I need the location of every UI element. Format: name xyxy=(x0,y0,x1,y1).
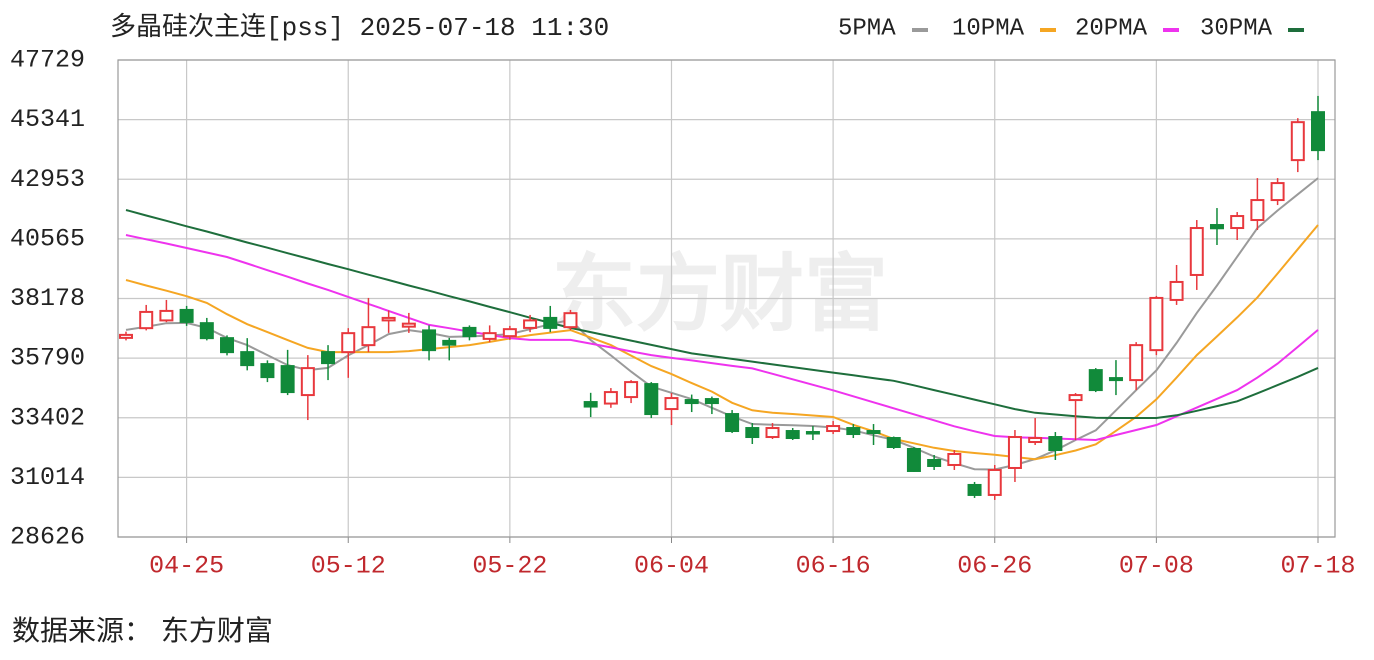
candle-body xyxy=(826,425,841,433)
candle-body xyxy=(785,430,800,440)
candle-body xyxy=(341,332,356,354)
source-note: 数据来源： 东方财富 xyxy=(12,614,273,647)
candle-body xyxy=(664,397,679,411)
y-tick-label: 42953 xyxy=(10,165,85,194)
candle-body xyxy=(381,316,396,322)
candle-body xyxy=(805,431,820,435)
ma-line xyxy=(125,177,1319,471)
candle-body xyxy=(684,399,699,405)
candle-body xyxy=(866,430,881,435)
candle-body xyxy=(967,483,982,496)
legend-label: 5PMA xyxy=(838,15,896,42)
candle-body xyxy=(361,326,376,347)
legend-label: 20PMA xyxy=(1075,15,1148,42)
candle-body xyxy=(462,326,477,338)
candle-body xyxy=(321,351,336,365)
x-tick-label: 05-22 xyxy=(472,552,547,581)
x-tick-label: 07-08 xyxy=(1119,552,1194,581)
ma-line xyxy=(125,209,1319,419)
candle-body xyxy=(1189,227,1204,276)
legend-label: 10PMA xyxy=(952,15,1025,42)
candle-body xyxy=(220,337,235,354)
x-tick-label: 06-16 xyxy=(796,552,871,581)
candle-body xyxy=(300,367,315,397)
x-tick-label: 06-04 xyxy=(634,552,709,581)
candle-body xyxy=(563,312,578,329)
candle-body xyxy=(1270,182,1285,202)
candle-body xyxy=(846,427,861,436)
candle-body xyxy=(482,332,497,340)
y-tick-label: 33402 xyxy=(10,403,85,432)
candle-body xyxy=(523,319,538,329)
candle-body xyxy=(583,401,598,408)
candle-body xyxy=(139,310,154,330)
candle-body xyxy=(1108,377,1123,382)
candle-body xyxy=(1088,369,1103,392)
candle-body xyxy=(1311,111,1325,152)
candle-body xyxy=(240,351,255,367)
candle-body xyxy=(987,468,1002,496)
candle-body xyxy=(745,427,760,439)
candle-body xyxy=(1169,280,1184,301)
ma-line xyxy=(125,234,1319,442)
candle-body xyxy=(543,316,558,329)
candle-body xyxy=(886,437,901,449)
y-tick-label: 38178 xyxy=(10,284,85,313)
chart-title: 多晶硅次主连[pss] 2025-07-18 11:30 xyxy=(110,12,609,43)
y-tick-label: 28626 xyxy=(10,523,85,552)
y-tick-label: 45341 xyxy=(10,105,85,134)
x-tick-label: 05-12 xyxy=(311,552,386,581)
candle-body xyxy=(1290,121,1305,162)
candle-body xyxy=(502,328,517,338)
y-tick-label: 31014 xyxy=(10,463,85,492)
plot-frame xyxy=(117,59,1336,538)
candle-body xyxy=(442,339,457,346)
candle-body xyxy=(644,383,659,416)
candle-body xyxy=(927,458,942,467)
candle-body xyxy=(1007,436,1022,469)
candle-body xyxy=(1250,199,1265,222)
legend-label: 30PMA xyxy=(1200,15,1273,42)
candle-body xyxy=(704,398,719,405)
candle-body xyxy=(199,322,214,340)
candle-body xyxy=(765,427,780,439)
candle-body xyxy=(725,413,740,433)
candle-body xyxy=(1209,224,1224,230)
candle-body xyxy=(1028,437,1043,444)
candle-body xyxy=(422,329,437,352)
x-tick-label: 04-25 xyxy=(149,552,224,581)
candle-body xyxy=(1149,296,1164,352)
candle-body xyxy=(159,309,174,322)
candle-body xyxy=(603,391,618,405)
candle-body xyxy=(1230,215,1245,230)
candle-body xyxy=(1068,394,1083,402)
y-tick-label: 40565 xyxy=(10,224,85,253)
candle-body xyxy=(1048,436,1063,452)
candle-body xyxy=(179,308,194,323)
candle-body xyxy=(1129,344,1144,382)
x-tick-label: 06-26 xyxy=(957,552,1032,581)
watermark: 东方财富 xyxy=(552,245,888,343)
candle-body xyxy=(624,381,639,399)
candle-body xyxy=(906,448,921,472)
candle-body xyxy=(119,333,133,339)
x-tick-label: 07-18 xyxy=(1280,552,1355,581)
candle-body xyxy=(947,453,962,466)
candle-body xyxy=(401,322,416,328)
candle-body xyxy=(260,363,275,379)
y-tick-label: 35790 xyxy=(10,344,85,373)
candle-body xyxy=(280,365,295,394)
y-tick-label: 47729 xyxy=(10,46,85,75)
